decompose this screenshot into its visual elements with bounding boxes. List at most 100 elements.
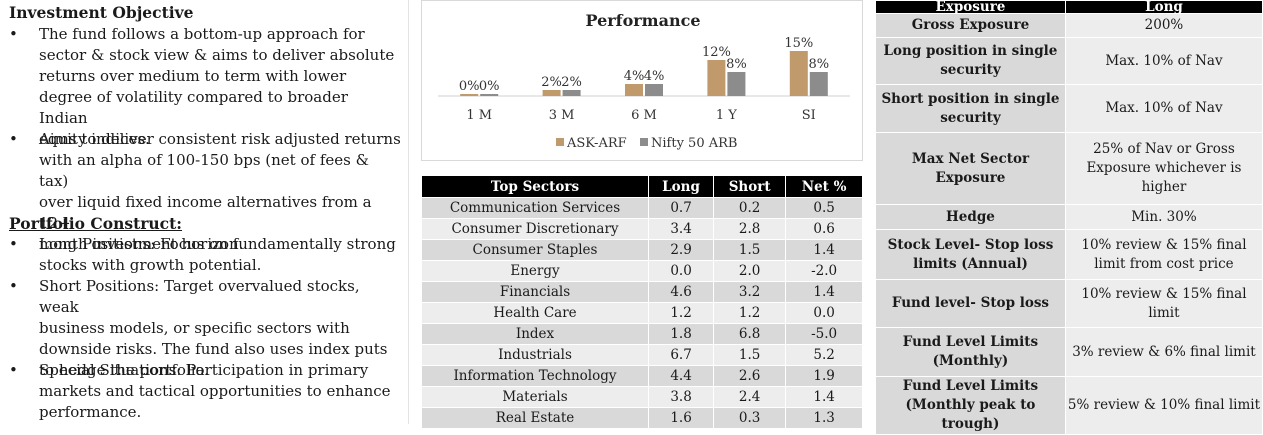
bullet-item: • Aims to deliver consistent risk adjuste… xyxy=(9,129,401,253)
bullet-icon: • xyxy=(9,235,18,253)
top-sectors-table: Top Sectors Long Short Net % Communication … xyxy=(421,175,863,429)
table-cell: Energy xyxy=(421,260,649,282)
table-cell: 4.4 xyxy=(647,365,715,387)
bullet-item: • The fund follows a bottom-up approach f… xyxy=(9,24,399,148)
table-row: Health Care 1.2 1.2 0.0 xyxy=(421,302,863,324)
bar-label: 8% xyxy=(808,57,829,72)
bullet-text: Aims to deliver consistent risk adjusted… xyxy=(39,129,401,255)
exposure-key-line: Fund Level Limits xyxy=(902,334,1039,350)
exposure-key: Fund Level Limits (Monthly peak to trough… xyxy=(875,376,1066,435)
bullet-line: stocks with growth potential. xyxy=(39,256,262,274)
exposure-header-row: Exposure Long xyxy=(875,0,1263,14)
exposure-value-line: higher xyxy=(1141,179,1187,195)
table-cell: 2.6 xyxy=(713,365,787,387)
bullet-text: The fund follows a bottom-up approach fo… xyxy=(39,24,401,150)
exposure-key: Fund Level Limits (Monthly) xyxy=(875,327,1066,377)
exposure-key-line: Hedge xyxy=(946,208,995,225)
bullet-line: month investment horizon. xyxy=(39,235,244,253)
table-cell: 3.2 xyxy=(713,281,787,303)
table-cell: 1.2 xyxy=(713,302,787,324)
table-cell: 3.4 xyxy=(647,218,715,240)
exposure-key-line: Gross Exposure xyxy=(911,17,1030,33)
bar-ask-arf-4 xyxy=(789,51,808,96)
x-tick-label: SI xyxy=(802,108,816,123)
table-cell: -5.0 xyxy=(785,323,863,345)
table-cell: 0.0 xyxy=(785,302,863,324)
table-cell: 1.2 xyxy=(647,302,715,324)
exposure-row: Short position in single security Max. 10%… xyxy=(875,84,1263,133)
bullet-line: sector & stock view & aims to deliver ab… xyxy=(39,46,395,64)
table-cell: 0.5 xyxy=(785,197,863,219)
exposure-key-line: (Monthly peak to trough) xyxy=(905,397,1036,432)
table-cell: 1.6 xyxy=(647,407,715,429)
table-cell: 2.4 xyxy=(713,386,787,408)
table-row: Information Technology 4.4 2.6 1.9 xyxy=(421,365,863,387)
sectors-col-header: Short xyxy=(713,175,787,198)
table-cell: 2.0 xyxy=(713,260,787,282)
table-row: Financials 4.6 3.2 1.4 xyxy=(421,281,863,303)
table-cell: Financials xyxy=(421,281,649,303)
exposure-value-line: Min. 30% xyxy=(1131,208,1197,225)
exposure-key-line: Max Net Sector Exposure xyxy=(911,150,1030,186)
table-cell: 0.6 xyxy=(785,218,863,240)
table-cell: 5.2 xyxy=(785,344,863,366)
bar-ask-arf-3 xyxy=(707,60,726,96)
bullet-line: degree of volatility compared to broader… xyxy=(39,88,348,127)
exposure-key: Stock Level- Stop loss limits (Annual) xyxy=(875,229,1066,280)
table-cell: 1.4 xyxy=(785,281,863,303)
objective-panel: Investment Objective • The fund follows a… xyxy=(0,0,409,424)
bar-nifty-1 xyxy=(562,90,581,96)
exposure-key-line: Fund level- Stop loss xyxy=(891,295,1050,311)
bar-label: 8% xyxy=(726,57,747,72)
table-cell: 0.7 xyxy=(647,197,715,219)
exposure-value: 5% review & 10% final limit xyxy=(1064,376,1263,435)
exposure-key-line: Fund Level Limits xyxy=(902,378,1039,394)
bar-label: 15% xyxy=(784,36,813,51)
exposure-key: Max Net Sector Exposure xyxy=(875,132,1066,205)
table-row: Materials 3.8 2.4 1.4 xyxy=(421,386,863,408)
bullet-line: downside risks. The fund also uses index… xyxy=(39,340,388,358)
exposure-key: Long position in single security xyxy=(875,37,1066,85)
table-cell: 4.6 xyxy=(647,281,715,303)
x-tick-label: 1 Y xyxy=(716,108,737,123)
bar-nifty-3 xyxy=(727,72,746,96)
legend-label-0: ASK-ARF xyxy=(566,136,627,151)
exposure-row: Fund Level Limits (Monthly) 3% review & 6%… xyxy=(875,327,1263,377)
bar-nifty-2 xyxy=(645,84,663,96)
bullet-line: Aims to deliver consistent risk adjusted… xyxy=(39,130,401,148)
exposure-key-line: Stock Level- Stop loss xyxy=(887,236,1054,253)
exposure-value-line: Max. 10% of Nav xyxy=(1105,52,1223,69)
table-cell: Communication Services xyxy=(421,197,649,219)
bar-nifty-4 xyxy=(809,72,828,96)
bullet-text: Special Situations: Participation in pri… xyxy=(39,360,401,423)
construct-heading: Portfolio Construct: xyxy=(9,214,183,233)
bullet-line: Long Positions: Focus on fundamentally s… xyxy=(39,235,396,253)
table-row: Real Estate 1.6 0.3 1.3 xyxy=(421,407,863,429)
table-cell: Materials xyxy=(421,386,649,408)
bullet-icon: • xyxy=(9,277,18,295)
table-cell: 0.2 xyxy=(713,197,787,219)
exposure-value-line: 3% review & 6% final limit xyxy=(1072,343,1256,360)
bullet-line: returns over medium to term with lower xyxy=(39,67,347,85)
exposure-value: 10% review & 15% final limit from cost pr… xyxy=(1064,229,1263,280)
exposure-value-line: limit xyxy=(1148,304,1180,321)
exposure-col-header: Long xyxy=(1064,0,1263,14)
exposure-key-line: security xyxy=(940,62,1001,78)
table-row: Industrials 6.7 1.5 5.2 xyxy=(421,344,863,366)
exposure-key: Gross Exposure xyxy=(875,13,1066,38)
table-row: Communication Services 0.7 0.2 0.5 xyxy=(421,197,863,219)
bar-label: 2% xyxy=(541,75,562,90)
bullet-line: business models, or specific sectors wit… xyxy=(39,319,350,337)
exposure-value-line: 10% review & 15% final xyxy=(1081,236,1247,253)
bar-label: 0% xyxy=(459,79,480,94)
exposure-value: Min. 30% xyxy=(1064,204,1263,230)
exposure-value: 200% xyxy=(1064,13,1263,38)
exposure-key-line: Long position in single xyxy=(883,43,1058,59)
table-cell: Index xyxy=(421,323,649,345)
table-cell: 2.9 xyxy=(647,239,715,261)
exposure-col-header: Exposure xyxy=(875,0,1066,14)
exposure-value: Max. 10% of Nav xyxy=(1064,37,1263,85)
bar-ask-arf-2 xyxy=(625,84,643,96)
table-cell: Information Technology xyxy=(421,365,649,387)
